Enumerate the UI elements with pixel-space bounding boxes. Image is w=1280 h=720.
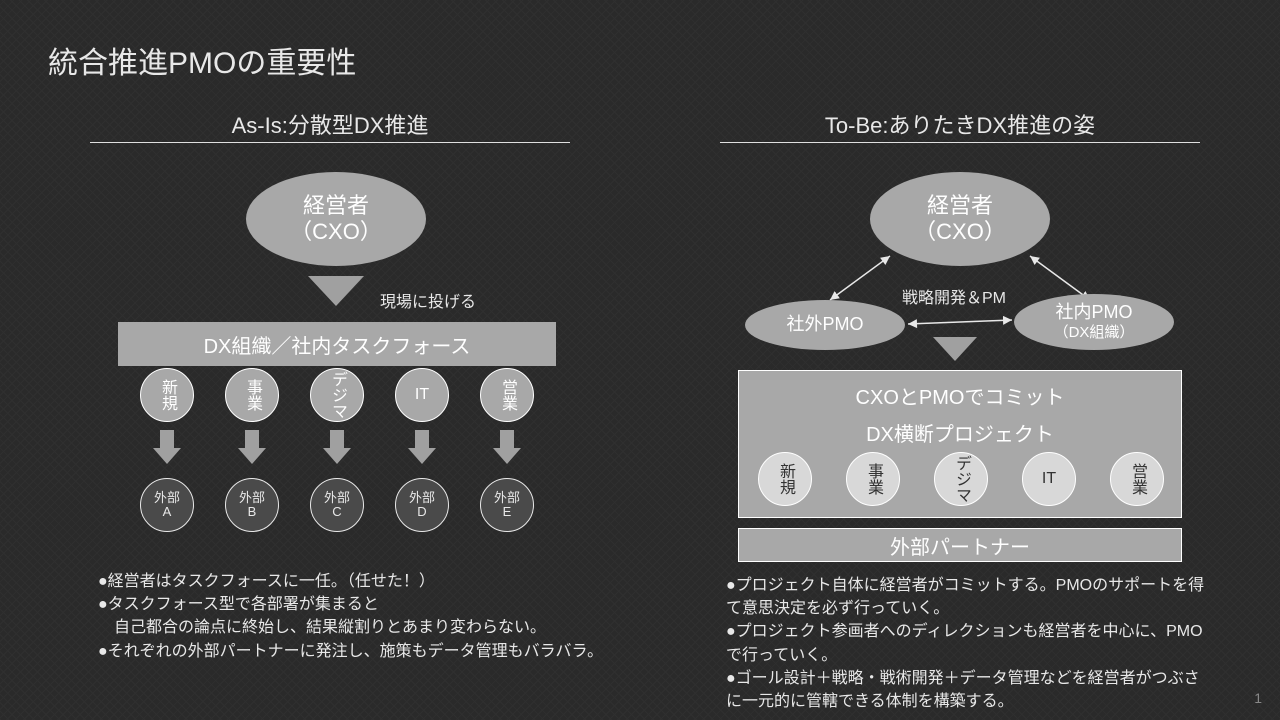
right-heading: To-Be:ありたきDX推進の姿 (760, 108, 1160, 140)
right-dept-3: IT (1022, 452, 1076, 506)
right-cxo-line1: 経営者 (927, 193, 993, 219)
left-bullets: ●経営者はタスクフォースに一任。（任せた！） ●タスクフォース型で各部署が集まる… (98, 570, 688, 663)
right-bullet-0: ●プロジェクト自体に経営者がコミットする。PMOのサポートを得て意思決定を必ず行… (726, 574, 1206, 620)
right-bullet-1: ●プロジェクト参画者へのディレクションも経営者を中心に、PMOで行っていく。 (726, 620, 1206, 666)
right-partner-box: 外部パートナー (738, 528, 1182, 562)
left-bullet-0: ●経営者はタスクフォースに一任。（任せた！） (98, 570, 688, 593)
right-dept-2: デジマ (934, 452, 988, 506)
left-bullet-1: ●タスクフォース型で各部署が集まると (98, 593, 688, 616)
right-cxo-line2: （CXO） (914, 219, 1006, 245)
left-cxo-line1: 経営者 (303, 193, 369, 219)
right-rule (720, 142, 1200, 143)
left-ext-3: 外部D (395, 478, 449, 532)
right-pmo-int-line1: 社内PMO (1055, 302, 1132, 324)
left-bullet-2: 自己都合の論点に終始し、結果縦割りとあまり変わらない。 (98, 616, 688, 639)
left-arrow-2 (323, 430, 351, 464)
left-arrow-4 (493, 430, 521, 464)
left-rule (90, 142, 570, 143)
right-dept-0: 新規 (758, 452, 812, 506)
left-ext-0: 外部A (140, 478, 194, 532)
left-arrow-3 (408, 430, 436, 464)
right-down-triangle (933, 337, 977, 361)
left-dept-0: 新規 (140, 368, 194, 422)
left-ext-4: 外部E (480, 478, 534, 532)
left-dept-4: 営業 (480, 368, 534, 422)
right-dept-4: 営業 (1110, 452, 1164, 506)
left-arrow-0 (153, 430, 181, 464)
left-dept-2: デジマ (310, 368, 364, 422)
left-taskforce-box: DX組織／社内タスクフォース (118, 322, 556, 366)
right-commit-text: CXOとPMOでコミット (856, 381, 1065, 410)
right-bullet-2: ●ゴール設計＋戦略・戦術開発＋データ管理などを経営者がつぶさに一元的に管轄できる… (726, 667, 1206, 713)
left-cxo-ellipse: 経営者 （CXO） (246, 172, 426, 266)
left-cxo-line2: （CXO） (290, 219, 382, 245)
right-bullets: ●プロジェクト自体に経営者がコミットする。PMOのサポートを得て意思決定を必ず行… (726, 574, 1206, 713)
left-dept-1: 事業 (225, 368, 279, 422)
page-title: 統合推進PMOの重要性 (48, 38, 356, 82)
left-bullet-3: ●それぞれの外部パートナーに発注し、施策もデータ管理もバラバラ。 (98, 640, 688, 663)
right-pmo-int: 社内PMO （DX組織） (1014, 294, 1174, 350)
left-arrow-1 (238, 430, 266, 464)
left-dept-3: IT (395, 368, 449, 422)
right-center-label: 戦略開発＆PM (902, 284, 1006, 308)
right-dept-1: 事業 (846, 452, 900, 506)
right-project-text: DX横断プロジェクト (866, 418, 1054, 447)
left-ext-2: 外部C (310, 478, 364, 532)
left-throw-label: 現場に投げる (380, 288, 476, 312)
left-down-triangle (308, 276, 364, 306)
right-pmo-ext: 社外PMO (745, 300, 905, 350)
left-ext-1: 外部B (225, 478, 279, 532)
right-cxo-ellipse: 経営者 （CXO） (870, 172, 1050, 266)
right-pmo-int-line2: （DX組織） (1054, 324, 1135, 342)
left-heading: As-Is:分散型DX推進 (130, 108, 530, 140)
page-number: 1 (1254, 690, 1262, 706)
